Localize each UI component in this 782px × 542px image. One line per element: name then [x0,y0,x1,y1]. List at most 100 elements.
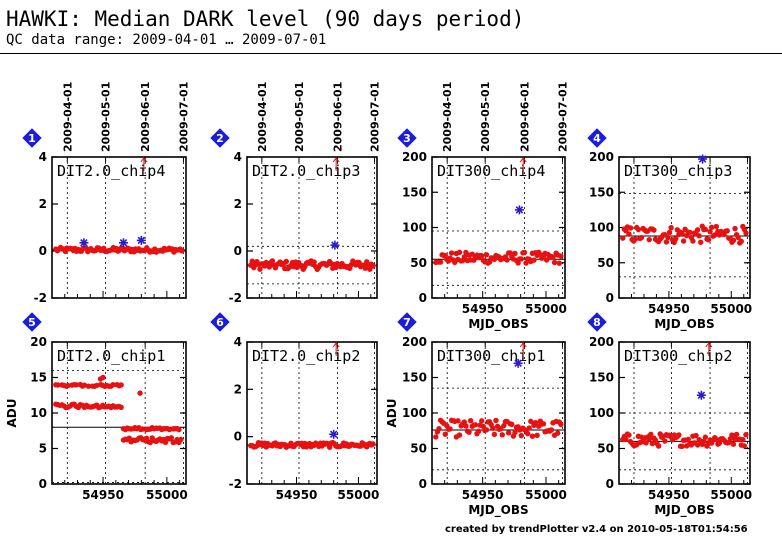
data-point [690,238,696,244]
x-tick-label: 54950 [276,488,318,502]
data-point [311,259,317,265]
date-label: 2009-07-01 [177,82,190,152]
data-point [518,432,524,439]
y-tick-label: 0 [419,291,427,305]
data-point [548,427,555,433]
data-point [176,426,182,433]
data-point [696,233,702,239]
y-tick-label: 0 [234,244,242,258]
data-point [534,432,540,439]
x-axis-label: MJD_OBS [468,503,528,518]
data-point [668,224,674,231]
data-point [499,432,505,438]
data-point [168,435,175,441]
out-of-range-arrow-icon [140,157,148,171]
panel-title: DIT2.0_chip1 [57,347,165,365]
data-point [137,390,143,396]
data-point [364,259,370,265]
page-title: HAWKI: Median DARK level (90 days period… [6,7,525,31]
data-point [643,440,649,446]
data-point [456,432,463,438]
data-point [486,259,493,265]
outlier-stroke [697,391,706,399]
y-tick-label: 0 [39,477,47,491]
data-point [512,429,518,436]
data-point [735,234,741,241]
y-tick-label: -2 [229,477,242,491]
date-label: 2009-07-01 [369,82,382,152]
out-of-range-arrow-icon [519,342,527,356]
outlier-point [330,240,340,250]
data-point [626,432,632,438]
data-point [483,252,490,258]
data-point [456,249,463,256]
outlier-stroke [80,239,88,247]
data-point [558,421,564,428]
x-axis-label: MJD_OBS [468,317,528,332]
out-of-range-arrow-icon [332,342,340,356]
date-label: 2009-04-01 [441,82,454,152]
data-point [100,374,106,381]
data-point [551,259,558,266]
panel-title: DIT2.0_chip2 [252,347,360,365]
data-point [708,224,715,230]
date-label: 2009-06-01 [139,82,152,152]
y-tick-label: 0 [606,291,614,305]
x-tick-label: 55000 [338,488,380,502]
data-point [713,223,720,230]
y-tick-label: 150 [402,185,427,199]
data-point [716,440,723,446]
outlier-stroke [137,236,146,245]
data-point [531,257,537,263]
data-point [283,258,290,265]
y-tick-label: 50 [410,256,427,270]
data-point [694,227,701,233]
badge-diamond-icon [22,128,42,148]
badge-diamond-icon [210,312,230,332]
y-tick-label: 2 [39,197,47,211]
data-point [504,257,510,263]
data-point [515,260,521,266]
data-point [437,259,444,265]
data-point [702,434,709,440]
outlier-point [79,238,89,248]
x-axis-label: MJD_OBS [654,503,714,518]
data-point [540,421,547,427]
y-tick-label: 100 [589,406,614,420]
outlier-point [118,238,128,248]
data-point [436,425,442,432]
data-point [666,229,673,236]
data-point [479,253,485,259]
y-tick-label: 4 [39,150,47,164]
x-tick-label: 54950 [462,302,504,316]
data-point [524,430,531,437]
y-tick-label: 200 [589,335,614,349]
data-point [687,229,693,236]
badge-number: 8 [593,316,601,329]
data-point [646,236,652,243]
data-point [558,253,564,259]
badge-number: 2 [216,132,224,145]
data-point [110,381,116,388]
data-point [467,418,474,424]
date-label: 2009-04-01 [256,82,269,152]
data-point [370,441,376,447]
date-label: 2009-05-01 [293,82,306,152]
y-tick-label: 100 [402,221,427,235]
badge-diamond-icon [587,312,607,332]
data-point [266,264,272,270]
data-point [694,442,701,448]
data-point [448,250,455,256]
plot-frame [246,341,378,485]
y-tick-label: 100 [402,406,427,420]
data-point [673,236,679,242]
badge-number: 5 [28,316,36,329]
outlier-stroke [119,239,128,247]
x-tick-label: 54950 [82,488,124,502]
badge-diamond-icon [22,312,42,332]
data-point [638,234,645,241]
data-point [529,433,536,439]
data-point [632,236,638,242]
data-point [455,418,461,424]
x-tick-label: 55000 [146,488,188,502]
